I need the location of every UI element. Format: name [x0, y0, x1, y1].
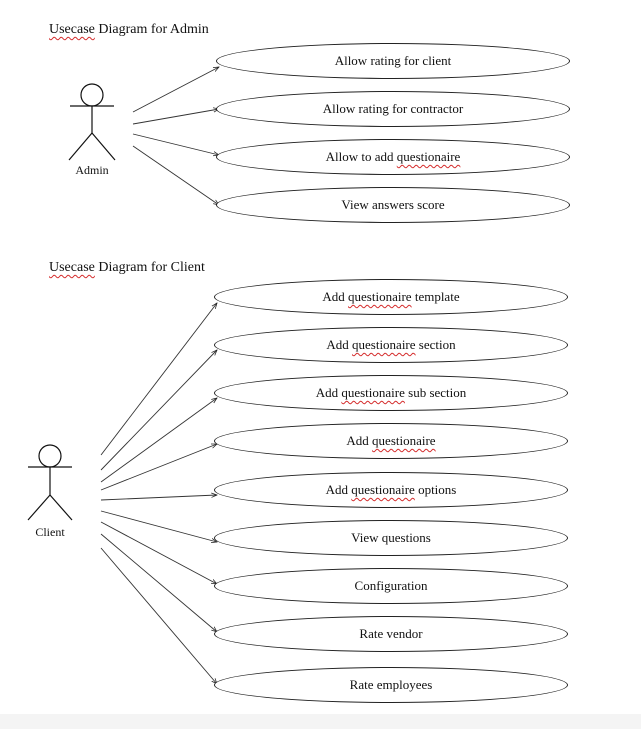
- spellcheck-word: Usecase: [49, 22, 95, 37]
- association-line: [100, 510, 217, 542]
- usecase-allow-rating-client: Allow rating for client: [216, 43, 570, 79]
- association-line: [100, 350, 217, 471]
- association-line: [132, 133, 219, 155]
- spellcheck-word: questionaire: [372, 433, 436, 448]
- admin-diagram-title: Usecase Diagram for Admin: [49, 22, 209, 37]
- usecase-add-questionaire-template: Add questionaire template: [214, 279, 568, 315]
- client-diagram-title: Usecase Diagram for Client: [49, 260, 205, 275]
- usecase-configuration: Configuration: [214, 568, 568, 604]
- usecase-view-answers-score: View answers score: [216, 187, 570, 223]
- spellcheck-word: Usecase: [49, 260, 95, 275]
- client-associations: [100, 303, 217, 684]
- association-line: [100, 443, 217, 491]
- usecase-add-questionaire-sub-section: Add questionaire sub section: [214, 375, 568, 411]
- admin-actor-label: Admin: [75, 163, 109, 177]
- usecase-allow-rating-contractor: Allow rating for contractor: [216, 91, 570, 127]
- usecase-allow-add-questionaire: Allow to add questionaire: [216, 139, 570, 175]
- usecase-rate-employees: Rate employees: [214, 667, 568, 703]
- usecase-rate-vendor: Rate vendor: [214, 616, 568, 652]
- usecase-add-questionaire-section: Add questionaire section: [214, 327, 568, 363]
- client-actor-figure: [27, 444, 73, 521]
- usecase-add-questionaire: Add questionaire: [214, 423, 568, 459]
- association-line: [100, 533, 217, 632]
- client-actor-label: Client: [35, 525, 65, 539]
- spellcheck-word: questionaire: [396, 149, 461, 164]
- spellcheck-word: questionaire: [352, 337, 416, 352]
- association-line: [132, 145, 219, 205]
- usecase-view-questions: View questions: [214, 520, 568, 556]
- admin-associations: [132, 67, 219, 205]
- association-line: [100, 398, 217, 483]
- association-line: [100, 547, 217, 684]
- association-line: [100, 303, 217, 456]
- admin-actor-figure: [68, 83, 116, 161]
- association-line: [132, 67, 219, 113]
- association-line: [100, 521, 217, 584]
- spellcheck-word: questionaire: [351, 482, 415, 497]
- spellcheck-word: questionaire: [348, 289, 412, 304]
- usecase-add-questionaire-options: Add questionaire options: [214, 472, 568, 508]
- association-line: [100, 495, 217, 501]
- page: Usecase Diagram for Admin Admin Allow ra…: [0, 0, 641, 714]
- association-line: [132, 109, 219, 125]
- spellcheck-word: questionaire: [341, 385, 405, 400]
